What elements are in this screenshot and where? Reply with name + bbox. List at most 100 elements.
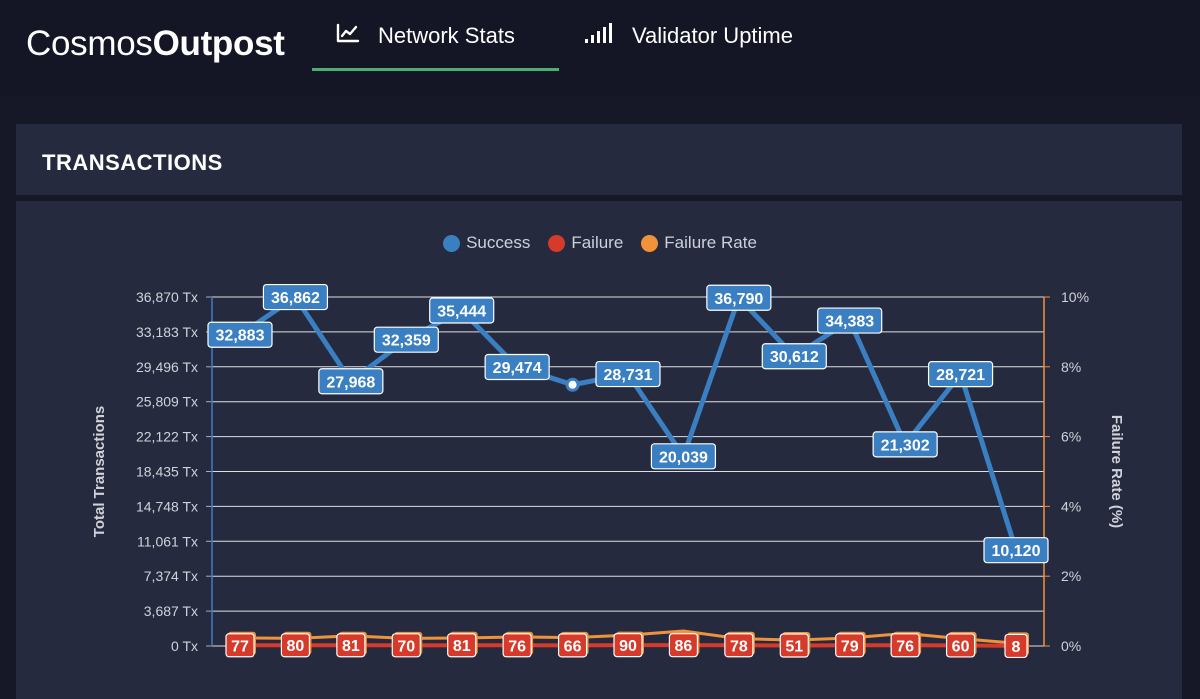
failure-data-label-box <box>225 633 255 658</box>
success-data-label-box <box>872 431 938 458</box>
failure-data-label: 60 <box>952 638 970 655</box>
success-data-label-box <box>207 321 273 348</box>
failure-data-label-box <box>447 633 477 658</box>
y2-tick-label: 6% <box>1061 429 1081 445</box>
failure-data-label-box <box>336 633 366 658</box>
success-line <box>238 294 1019 551</box>
success-data-label-box <box>373 326 439 353</box>
failure-data-label-box <box>945 633 976 658</box>
tab-network-stats[interactable]: Network Stats <box>336 0 515 72</box>
failure-data-label: 70 <box>397 638 415 655</box>
legend-success-label: Success <box>466 233 531 252</box>
transactions-panel-header: TRANSACTIONS <box>16 124 1182 195</box>
success-data-label-box <box>927 361 994 388</box>
y2-tick-label: 4% <box>1061 498 1081 514</box>
failure-data-label: 81 <box>453 638 471 655</box>
active-tab-indicator <box>312 68 559 71</box>
success-data-label: 10,120 <box>992 543 1041 560</box>
tab-validator-uptime[interactable]: Validator Uptime <box>584 0 793 72</box>
failure-data-label: 77 <box>231 638 249 655</box>
success-data-label: 20,039 <box>659 449 708 466</box>
success-data-label-box <box>817 307 883 334</box>
y2-tick-label: 2% <box>1061 568 1081 584</box>
success-data-label: 27,968 <box>326 374 375 391</box>
success-data-label: 36,862 <box>271 290 320 307</box>
success-data-label-box <box>761 343 827 370</box>
success-point-hover <box>565 377 580 392</box>
brand-name-bold: Outpost <box>152 24 285 63</box>
failure-data-label: 8 <box>1012 639 1021 656</box>
failure-data-label: 81 <box>342 638 360 655</box>
failure-data-label: 76 <box>508 638 526 655</box>
failure-data-label: 90 <box>619 638 637 655</box>
y-tick-label: 18,435 Tx <box>136 464 198 480</box>
legend-failure-rate-label: Failure Rate <box>664 233 757 252</box>
y-tick-label: 36,870 Tx <box>136 289 198 305</box>
brand-logo[interactable]: CosmosOutpost <box>26 24 285 64</box>
tab-network-stats-label: Network Stats <box>378 23 515 48</box>
success-data-label: 28,721 <box>936 367 985 384</box>
y-tick-label: 0 Tx <box>171 638 198 654</box>
y-tick-label: 33,183 Tx <box>136 324 198 340</box>
success-data-label: 32,883 <box>216 328 265 345</box>
failure-data-label-box <box>724 633 754 658</box>
success-data-label-box <box>318 368 384 395</box>
failure-data-label: 79 <box>841 638 859 655</box>
success-data-label: 36,790 <box>714 291 763 308</box>
failure-data-label-box <box>890 633 920 658</box>
failure-data-label-box <box>613 633 643 658</box>
success-data-label: 28,731 <box>604 367 653 384</box>
panel-title: TRANSACTIONS <box>42 150 223 175</box>
y-tick-label: 7,374 Tx <box>144 568 198 584</box>
failure-data-label: 51 <box>785 639 803 656</box>
signal-bars-icon <box>584 22 614 50</box>
failure-data-label-box <box>502 633 532 658</box>
success-data-label: 30,612 <box>770 349 819 366</box>
success-data-label-box <box>262 283 329 311</box>
success-data-label-box <box>484 353 550 381</box>
transactions-chart-panel <box>16 201 1182 699</box>
y-tick-label: 14,748 Tx <box>136 498 198 514</box>
failure-data-label-box <box>668 633 699 658</box>
success-data-label-box <box>595 360 661 388</box>
failure-data-label-box <box>779 633 809 658</box>
legend-item-failure-rate[interactable]: Failure Rate <box>641 233 757 253</box>
success-data-label: 29,474 <box>493 360 542 377</box>
y-tick-label: 25,809 Tx <box>136 394 198 410</box>
y2-axis-title: Failure Rate (%) <box>1108 415 1125 528</box>
success-data-label-box <box>650 443 717 470</box>
failure-data-label: 76 <box>896 638 914 655</box>
y2-tick-label: 8% <box>1061 359 1081 375</box>
success-data-label: 35,444 <box>437 303 486 320</box>
y2-tick-label: 0% <box>1061 638 1081 654</box>
y-tick-label: 11,061 Tx <box>137 533 198 549</box>
success-data-label: 21,302 <box>881 437 930 454</box>
legend-failure-rate-dot <box>641 234 659 252</box>
success-data-label: 34,383 <box>825 314 874 331</box>
brand-name-light: Cosmos <box>26 24 153 63</box>
failure-data-label: 78 <box>730 638 748 655</box>
y-tick-label: 3,687 Tx <box>144 603 198 619</box>
failure-data-label-box <box>391 633 421 658</box>
failure-data-label: 86 <box>675 638 693 655</box>
legend-item-failure[interactable]: Failure <box>548 233 623 253</box>
success-data-label-box <box>429 297 495 324</box>
tab-validator-uptime-label: Validator Uptime <box>632 23 793 48</box>
success-data-label-box <box>983 537 1049 564</box>
success-data-label-box <box>706 284 772 311</box>
failure-data-label: 80 <box>287 638 305 655</box>
line-chart-icon <box>336 23 360 49</box>
legend-item-success[interactable]: Success <box>443 233 530 253</box>
legend-failure-dot <box>548 234 566 252</box>
failure-data-label-box <box>835 633 865 658</box>
failure-data-label-box <box>280 633 311 658</box>
failure-data-label: 66 <box>564 638 582 655</box>
y-axis-title: Total Transactions <box>91 406 108 537</box>
legend-failure-label: Failure <box>571 233 624 252</box>
failure-data-label-box <box>1004 633 1028 659</box>
y-tick-label: 29,496 Tx <box>136 359 198 375</box>
chart-legend: Success Failure Failure Rate <box>0 233 1200 253</box>
top-navbar <box>0 0 1200 95</box>
success-data-label: 32,359 <box>382 333 431 350</box>
